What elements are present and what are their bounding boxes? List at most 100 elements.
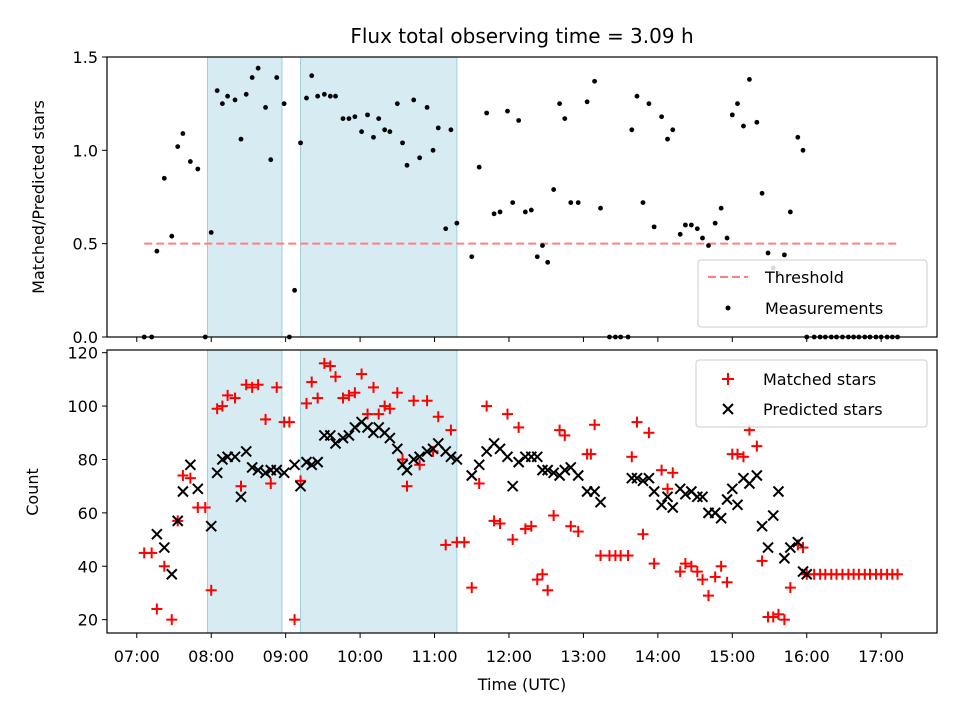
predicted-star-point — [151, 528, 163, 540]
predicted-star-point — [391, 443, 404, 455]
measurement-point — [534, 254, 540, 260]
matched-star-point — [679, 558, 691, 570]
x-tick-label: 13:00 — [560, 647, 606, 666]
matched-star-point — [458, 536, 470, 548]
matched-star-point — [252, 379, 264, 391]
matched-star-point — [401, 480, 413, 492]
predicted-star-mark-b — [151, 528, 163, 540]
bottom-axes-ticks: 20 40 60 80 100 120 07:00 08:00 09:00 10:00 11:00 1… — [67, 344, 904, 666]
predicted-star-mark-b — [407, 453, 420, 466]
matched-star-point — [146, 547, 158, 559]
matched-star-point — [391, 387, 403, 399]
predicted-star-mark-b — [324, 429, 337, 442]
bottom-y-tick-label: 120 — [67, 344, 98, 363]
matched-star-point — [151, 603, 163, 615]
matched-star-point — [784, 582, 796, 594]
measurement-point — [435, 125, 441, 131]
matched-star-point — [324, 360, 336, 372]
predicted-star-mark-b — [184, 459, 197, 471]
predicted-star-point — [772, 485, 785, 498]
measurement-point — [309, 73, 315, 79]
predicted-star-point — [501, 451, 514, 463]
matched-star-point — [554, 424, 566, 436]
predicted-star-point — [643, 472, 655, 484]
top-y-axis-label: Matched/Predicted stars — [29, 100, 48, 294]
predicted-star-point — [401, 464, 413, 476]
bottom-shaded-interval — [206, 349, 283, 634]
measurement-point — [274, 75, 280, 80]
predicted-star-mark-b — [384, 432, 396, 444]
matched-star-point — [519, 523, 531, 535]
bottom-shaded-interval — [300, 349, 458, 634]
predicted-star-point — [407, 453, 420, 466]
measurement-point — [346, 116, 352, 121]
measurement-point — [454, 220, 460, 226]
predicted-star-mark-b — [756, 520, 768, 532]
measurement-point — [214, 88, 220, 93]
matched-star-point — [414, 459, 426, 471]
matched-star-point — [767, 611, 779, 623]
measurement-point — [677, 231, 683, 237]
measurement-point — [575, 200, 581, 206]
predicted-star-point — [626, 472, 638, 484]
measurement-point — [394, 101, 400, 107]
predicted-star-mark-b — [661, 491, 674, 503]
measurement-point — [365, 112, 370, 118]
top-legend[interactable]: Threshold Measurements — [697, 259, 928, 328]
top-shaded-intervals — [206, 56, 458, 338]
top-legend-frame — [697, 259, 928, 328]
measurement-point — [404, 162, 410, 168]
matched-star-point — [473, 477, 485, 489]
bottom-axes-frame — [106, 349, 938, 634]
predicted-star-mark-b — [536, 464, 549, 476]
predicted-star-point — [445, 451, 457, 463]
measurement-point — [180, 131, 186, 136]
matched-star-point — [216, 400, 228, 412]
predicted-star-point — [158, 541, 171, 554]
predicted-star-mark-b — [205, 520, 217, 532]
bottom-y-tick-label: 60 — [78, 504, 98, 523]
predicted-star-point — [655, 499, 668, 511]
predicted-star-mark-b — [726, 483, 738, 495]
x-axis-label: Time (UTC) — [477, 675, 566, 694]
predicted-star-point — [240, 445, 252, 458]
matched-star-point — [283, 416, 295, 428]
predicted-star-point — [177, 485, 189, 498]
top-x-ticks — [136, 337, 882, 342]
predicted-star-point — [648, 485, 660, 498]
predicted-star-point — [588, 485, 601, 498]
matched-star-point — [548, 510, 560, 522]
bottom-y-tick-label: 40 — [78, 557, 98, 576]
predicted-star-mark-b — [541, 464, 554, 476]
measurement-point — [359, 129, 364, 135]
measurement-point — [281, 101, 287, 107]
x-tick-label: 14:00 — [635, 647, 681, 666]
x-tick-label: 17:00 — [858, 647, 904, 666]
predicted-star-mark-b — [306, 459, 318, 471]
predicted-star-mark-b — [709, 507, 721, 519]
matched-star-point — [300, 397, 312, 409]
bottom-legend[interactable]: Matched stars Predicted stars — [695, 359, 928, 428]
matched-star-point — [513, 421, 525, 433]
predicted-star-point — [731, 499, 744, 511]
measurement-point — [411, 97, 417, 103]
legend-predicted-label: Predicted stars — [763, 400, 883, 419]
measurement-point — [249, 75, 255, 80]
legend-matched-label: Matched stars — [763, 370, 876, 389]
measurement-point — [724, 235, 730, 241]
measurement-point — [688, 222, 694, 228]
measurement-point — [754, 119, 760, 125]
matched-star-point — [408, 395, 420, 407]
matched-star-point — [622, 550, 634, 562]
matched-star-point — [349, 387, 361, 399]
predicted-star-mark-b — [488, 437, 500, 450]
measurement-point — [759, 190, 765, 196]
predicted-star-mark-b — [432, 437, 444, 450]
predicted-star-point — [252, 464, 264, 476]
predicted-star-mark-b — [767, 509, 779, 522]
predicted-star-mark-b — [337, 432, 349, 444]
predicted-star-point — [572, 469, 584, 482]
bottom-shaded-intervals — [206, 349, 458, 634]
matched-star-point — [330, 371, 342, 383]
